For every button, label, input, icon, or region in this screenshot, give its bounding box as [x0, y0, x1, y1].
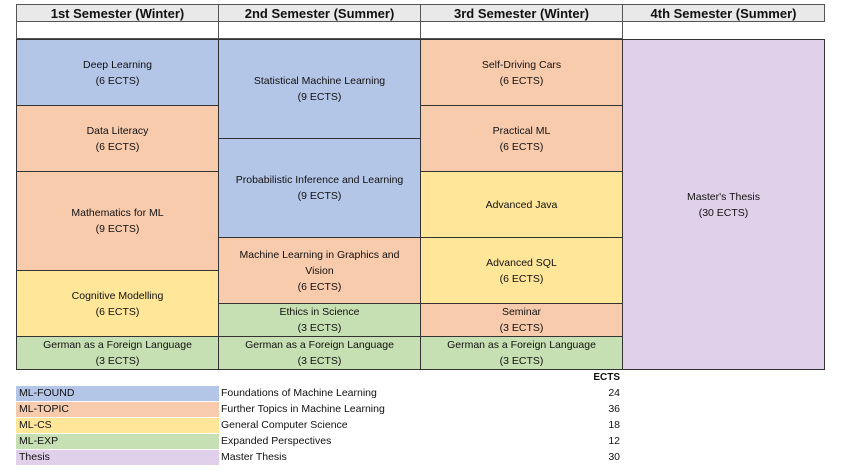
- header-semester-2: 2nd Semester (Summer): [218, 4, 421, 22]
- course-ethics-in-science[interactable]: Ethics in Science (3 ECTS): [218, 303, 421, 337]
- course-ects: (6 ECTS): [297, 280, 342, 293]
- course-ects: (6 ECTS): [499, 272, 544, 285]
- course-ects: (3 ECTS): [499, 355, 544, 367]
- header-semester-3: 3rd Semester (Winter): [420, 4, 623, 22]
- course-name: Self-Driving Cars: [481, 58, 562, 71]
- course-ects: (6 ECTS): [95, 74, 140, 87]
- blank-row-2: [218, 22, 421, 39]
- course-ects: (9 ECTS): [95, 223, 140, 235]
- course-advanced-java[interactable]: Advanced Java: [420, 171, 623, 238]
- legend-ects-ml-exp: 12: [608, 435, 620, 447]
- blank-row-3: [420, 22, 623, 39]
- legend-desc-ml-exp: Expanded Perspectives: [221, 435, 332, 447]
- course-german-foreign-language-2[interactable]: German as a Foreign Language (3 ECTS): [218, 336, 421, 370]
- course-practical-ml[interactable]: Practical ML (6 ECTS): [420, 105, 623, 172]
- legend-desc-ml-found: Foundations of Machine Learning: [221, 387, 377, 399]
- legend-ects-ml-cs: 18: [608, 419, 620, 431]
- legend-ects-ml-topic: 36: [608, 403, 620, 415]
- course-ects: (3 ECTS): [499, 322, 544, 334]
- legend-desc-ml-cs: General Computer Science: [221, 419, 348, 431]
- course-statistical-ml[interactable]: Statistical Machine Learning (9 ECTS): [218, 39, 421, 139]
- course-name: Ethics in Science: [279, 306, 360, 318]
- legend-code-ml-cs: ML-CS: [16, 418, 219, 433]
- course-name: Mathematics for ML: [71, 207, 164, 219]
- course-name: Cognitive Modelling: [71, 289, 164, 302]
- course-name: Master's Thesis: [687, 190, 760, 203]
- course-seminar[interactable]: Seminar (3 ECTS): [420, 303, 623, 337]
- legend-desc-thesis: Master Thesis: [221, 451, 287, 463]
- course-ects: (9 ECTS): [297, 190, 342, 202]
- course-ects: (3 ECTS): [297, 355, 342, 367]
- course-name: Deep Learning: [83, 58, 152, 71]
- legend-ects-ml-found: 24: [608, 387, 620, 399]
- course-name: Advanced SQL: [486, 256, 557, 269]
- course-cognitive-modelling[interactable]: Cognitive Modelling (6 ECTS): [16, 270, 219, 337]
- course-ects: (6 ECTS): [95, 140, 140, 153]
- course-ects: (9 ECTS): [297, 91, 342, 103]
- course-ects: (3 ECTS): [297, 322, 342, 334]
- legend-desc-ml-topic: Further Topics in Machine Learning: [221, 403, 385, 415]
- course-name: Machine Learning in Graphics and Vision: [239, 248, 400, 277]
- course-deep-learning[interactable]: Deep Learning (6 ECTS): [16, 39, 219, 106]
- course-ml-graphics-vision[interactable]: Machine Learning in Graphics and Vision …: [218, 237, 421, 304]
- course-ects: (3 ECTS): [95, 355, 140, 367]
- legend-ects-thesis: 30: [608, 451, 620, 463]
- course-ects: (30 ECTS): [698, 206, 749, 219]
- course-name: German as a Foreign Language: [447, 339, 596, 351]
- course-name: German as a Foreign Language: [43, 339, 192, 351]
- legend-code-ml-exp: ML-EXP: [16, 434, 219, 449]
- course-name: Advanced Java: [485, 198, 558, 211]
- course-name: German as a Foreign Language: [245, 339, 394, 351]
- legend-code-ml-found: ML-FOUND: [16, 386, 219, 401]
- legend-code-thesis: Thesis: [16, 450, 219, 465]
- header-semester-4: 4th Semester (Summer): [622, 4, 825, 22]
- course-self-driving-cars[interactable]: Self-Driving Cars (6 ECTS): [420, 39, 623, 106]
- course-probabilistic-inference[interactable]: Probabilistic Inference and Learning (9 …: [218, 138, 421, 238]
- course-advanced-sql[interactable]: Advanced SQL (6 ECTS): [420, 237, 623, 304]
- course-name: Probabilistic Inference and Learning: [235, 174, 404, 186]
- blank-row-1: [16, 22, 219, 39]
- course-german-foreign-language-1[interactable]: German as a Foreign Language (3 ECTS): [16, 336, 219, 370]
- legend-code-ml-topic: ML-TOPIC: [16, 402, 219, 417]
- course-ects: (6 ECTS): [499, 140, 544, 153]
- course-masters-thesis[interactable]: Master's Thesis (30 ECTS): [622, 39, 825, 370]
- course-name: Statistical Machine Learning: [253, 75, 386, 87]
- legend-ects-header: ECTS: [593, 372, 620, 383]
- course-name: Seminar: [501, 306, 542, 318]
- course-german-foreign-language-3[interactable]: German as a Foreign Language (3 ECTS): [420, 336, 623, 370]
- header-semester-1: 1st Semester (Winter): [16, 4, 219, 22]
- course-mathematics-for-ml[interactable]: Mathematics for ML (9 ECTS): [16, 171, 219, 271]
- course-ects: (6 ECTS): [95, 305, 140, 318]
- course-name: Data Literacy: [86, 124, 149, 137]
- course-data-literacy[interactable]: Data Literacy (6 ECTS): [16, 105, 219, 172]
- course-ects: (6 ECTS): [499, 74, 544, 87]
- course-name: Practical ML: [492, 124, 551, 137]
